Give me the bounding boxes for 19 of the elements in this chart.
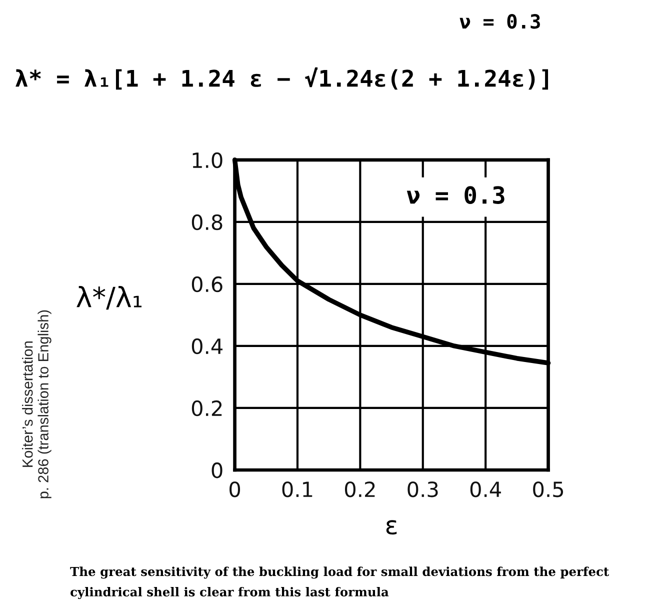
y-tick-label: 0.4 bbox=[192, 338, 223, 354]
chart-title: λ* = λ₁[1 + 1.24 ε − √1.24ε(2 + 1.24ε)] bbox=[16, 67, 548, 90]
y-axis-title: λ*/λ₁ bbox=[76, 286, 142, 310]
x-axis-title: ε bbox=[386, 520, 397, 534]
text: ν = 0.3 bbox=[460, 14, 540, 29]
annotation: ν = 0.3 bbox=[406, 186, 504, 204]
x-tick-label: 0.1 bbox=[282, 481, 312, 498]
text: Koiter’s dissertation p. 286 (translation to English) bbox=[22, 310, 52, 498]
x-tick-label: 0 bbox=[230, 481, 240, 498]
y-tick-label: 0.2 bbox=[192, 400, 222, 416]
text: The great sensitivity of the buckling load for small deviations from the perfect cylindrical shell is clear from this last formula bbox=[70, 566, 610, 600]
x-tick-label: 0.2 bbox=[344, 481, 375, 498]
y-tick-label: 0.6 bbox=[192, 276, 222, 292]
y-tick-label: 0.8 bbox=[192, 214, 222, 230]
x-tick-label: 0.5 bbox=[533, 481, 564, 498]
x-tick-label: 0.4 bbox=[470, 481, 501, 498]
x-tick-label: 0.3 bbox=[408, 481, 438, 498]
y-tick-label: 0 bbox=[212, 462, 222, 478]
y-tick-label: 1.0 bbox=[192, 152, 222, 168]
